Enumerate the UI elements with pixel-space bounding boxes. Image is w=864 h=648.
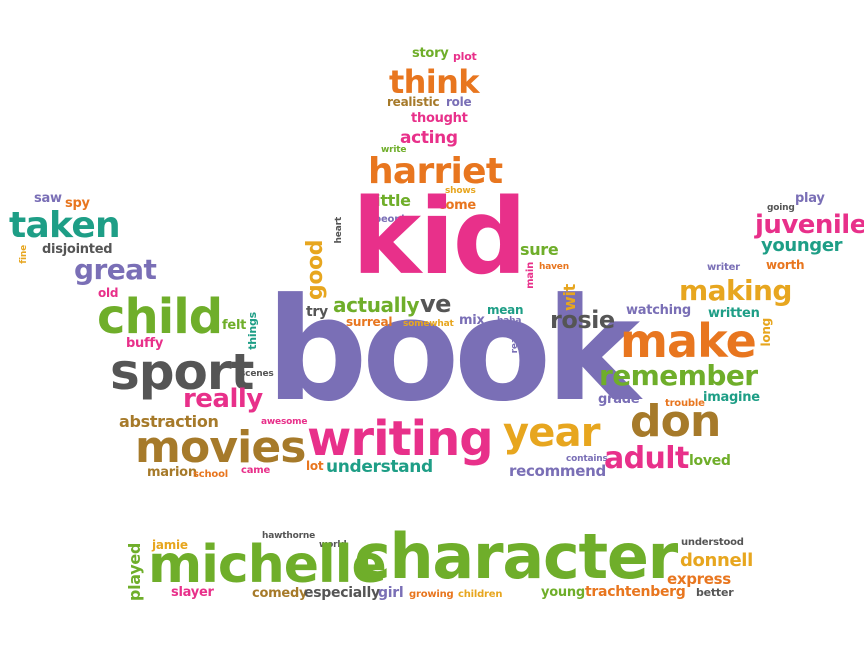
word-really: really [183, 384, 263, 414]
word-growing: growing [409, 589, 454, 600]
word-scenes: scenes [240, 369, 274, 379]
word-trouble: trouble [665, 398, 705, 409]
word-juvenile: juvenile [755, 210, 864, 240]
word-especially: especially [304, 585, 380, 601]
word-express: express [667, 570, 731, 588]
word-lot: lot [306, 459, 324, 473]
word-adult: adult [604, 441, 689, 476]
word-young: young [541, 585, 585, 600]
word-marion: marion [147, 465, 197, 480]
word-heart: heart [334, 217, 344, 244]
word-mean: mean [487, 303, 524, 317]
word-imagine: imagine [703, 390, 760, 405]
word-year: year [503, 410, 601, 456]
word-better: better [696, 586, 734, 599]
word-good: good [303, 240, 328, 300]
word-jamie: jamie [152, 538, 188, 552]
word-abstraction: abstraction [119, 412, 219, 431]
word-movies: movies [135, 422, 306, 473]
word-writing: writing [307, 411, 494, 467]
word-realistic: realistic [387, 95, 440, 109]
word-hawthorne: hawthorne [262, 531, 316, 541]
word-school: school [193, 469, 228, 480]
word-worth: worth [766, 258, 805, 272]
word-rosie: rosie [550, 306, 615, 334]
word-fine: fine [19, 245, 29, 264]
word-loved: loved [689, 453, 731, 469]
word-role: role [446, 95, 472, 109]
word-saw: saw [34, 191, 62, 206]
word-come: come [438, 198, 476, 213]
word-writer: writer [707, 262, 740, 273]
word-child: child [97, 289, 223, 345]
word-don: don [630, 396, 721, 447]
word-buffy: buffy [126, 336, 164, 351]
word-harriet: harriet [368, 151, 503, 192]
word-character: character [354, 520, 678, 593]
word-actually: actually [333, 293, 420, 317]
word-main: main [525, 262, 536, 289]
word-long: long [759, 318, 773, 347]
word-ve: ve [420, 290, 451, 318]
word-thought: thought [411, 111, 468, 126]
word-slayer: slayer [171, 585, 214, 600]
word-younger: younger [761, 235, 843, 256]
word-contains: contains [566, 454, 608, 464]
word-story: story [412, 46, 449, 61]
word-great: great [74, 253, 157, 286]
word-michelle: michelle [148, 535, 387, 595]
word-donnell: donnell [680, 550, 753, 571]
word-acting: acting [400, 128, 458, 148]
word-felt: felt [222, 318, 247, 333]
word-going: going [767, 203, 795, 213]
word-kid: kid [352, 176, 527, 298]
word-watching: watching [626, 303, 691, 318]
word-remember: remember [599, 359, 758, 392]
word-make: make [620, 314, 757, 368]
word-children: children [458, 589, 503, 600]
word-book: book [266, 268, 640, 433]
word-came: came [241, 465, 271, 476]
word-shows: shows [445, 186, 476, 196]
word-taken: taken [9, 205, 121, 246]
word-grade: grade [598, 392, 640, 407]
word-people: people [374, 214, 411, 225]
word-think: think [389, 63, 480, 101]
word-awesome: awesome [261, 417, 308, 427]
word-understand: understand [326, 457, 433, 477]
word-recommend: recommend [509, 462, 606, 480]
word-plot: plot [453, 50, 477, 63]
word-old: old [98, 286, 119, 300]
word-surreal: surreal [346, 315, 393, 329]
word-trachtenberg: trachtenberg [585, 584, 686, 600]
word-mix: mix [459, 313, 485, 328]
word-try: try [306, 304, 328, 320]
word-haven: haven [539, 262, 569, 272]
word-played: played [125, 543, 144, 602]
word-sport: sport [110, 343, 254, 401]
word-understood: understood [681, 537, 744, 548]
word-comedy: comedy [252, 586, 308, 601]
word-written: written [708, 306, 760, 321]
word-write: write [381, 145, 407, 155]
word-sure: sure [520, 240, 559, 259]
word-little: little [370, 191, 411, 210]
word-making: making [679, 274, 792, 307]
word-haha: haha [497, 316, 522, 326]
word-world: world [319, 540, 347, 550]
word-read: read [510, 331, 520, 354]
word-girl: girl [378, 585, 404, 601]
word-somewhat: somewhat [403, 319, 454, 329]
word-disjointed: disjointed [42, 242, 113, 257]
word-play: play [795, 191, 825, 206]
word-spy: spy [65, 196, 90, 211]
